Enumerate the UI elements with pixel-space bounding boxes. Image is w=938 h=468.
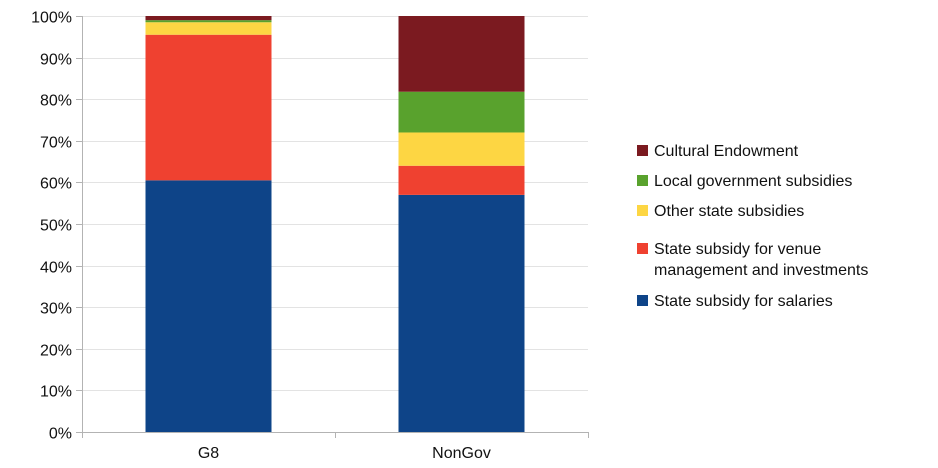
- legend-label: management and investments: [654, 262, 868, 279]
- bar-segment: [145, 20, 272, 23]
- bar-segment: [398, 16, 525, 92]
- legend: Cultural Endowment Local government subsi…: [637, 143, 868, 310]
- legend-label: Other state subsidies: [654, 203, 804, 220]
- y-tick-label: 40%: [40, 260, 72, 277]
- x-axis-ticks: G8 NonGov: [82, 432, 589, 462]
- legend-swatch: [637, 295, 648, 306]
- y-tick-label: 10%: [40, 384, 72, 401]
- bar-segment: [145, 34, 272, 181]
- y-tick-label: 80%: [40, 93, 72, 110]
- y-tick-label: 30%: [40, 301, 72, 318]
- legend-label: Cultural Endowment: [654, 143, 799, 160]
- bar-segment: [145, 180, 272, 432]
- bars: [145, 16, 525, 432]
- legend-label: State subsidy for salaries: [654, 293, 833, 310]
- y-tick-label: 20%: [40, 343, 72, 360]
- y-axis-ticks: 0% 10% 20% 30% 40% 50% 60% 70% 80% 90% 100%: [31, 10, 82, 443]
- x-tick-label: G8: [198, 445, 219, 462]
- bar-segment: [398, 165, 525, 195]
- legend-swatch: [637, 145, 648, 156]
- bar-segment: [145, 16, 272, 21]
- legend-swatch: [637, 205, 648, 216]
- bar-segment: [398, 132, 525, 166]
- legend-swatch: [637, 243, 648, 254]
- y-tick-label: 0%: [49, 426, 72, 443]
- y-tick-label: 50%: [40, 218, 72, 235]
- y-tick-label: 70%: [40, 135, 72, 152]
- y-tick-label: 60%: [40, 176, 72, 193]
- y-tick-label: 100%: [31, 10, 72, 27]
- bar-segment: [398, 194, 525, 432]
- legend-swatch: [637, 175, 648, 186]
- x-tick-label: NonGov: [432, 445, 491, 462]
- legend-label: Local government subsidies: [654, 173, 852, 190]
- y-tick-label: 90%: [40, 52, 72, 69]
- bar-segment: [398, 91, 525, 133]
- legend-label: State subsidy for venue: [654, 241, 821, 258]
- bar-segment: [145, 22, 272, 35]
